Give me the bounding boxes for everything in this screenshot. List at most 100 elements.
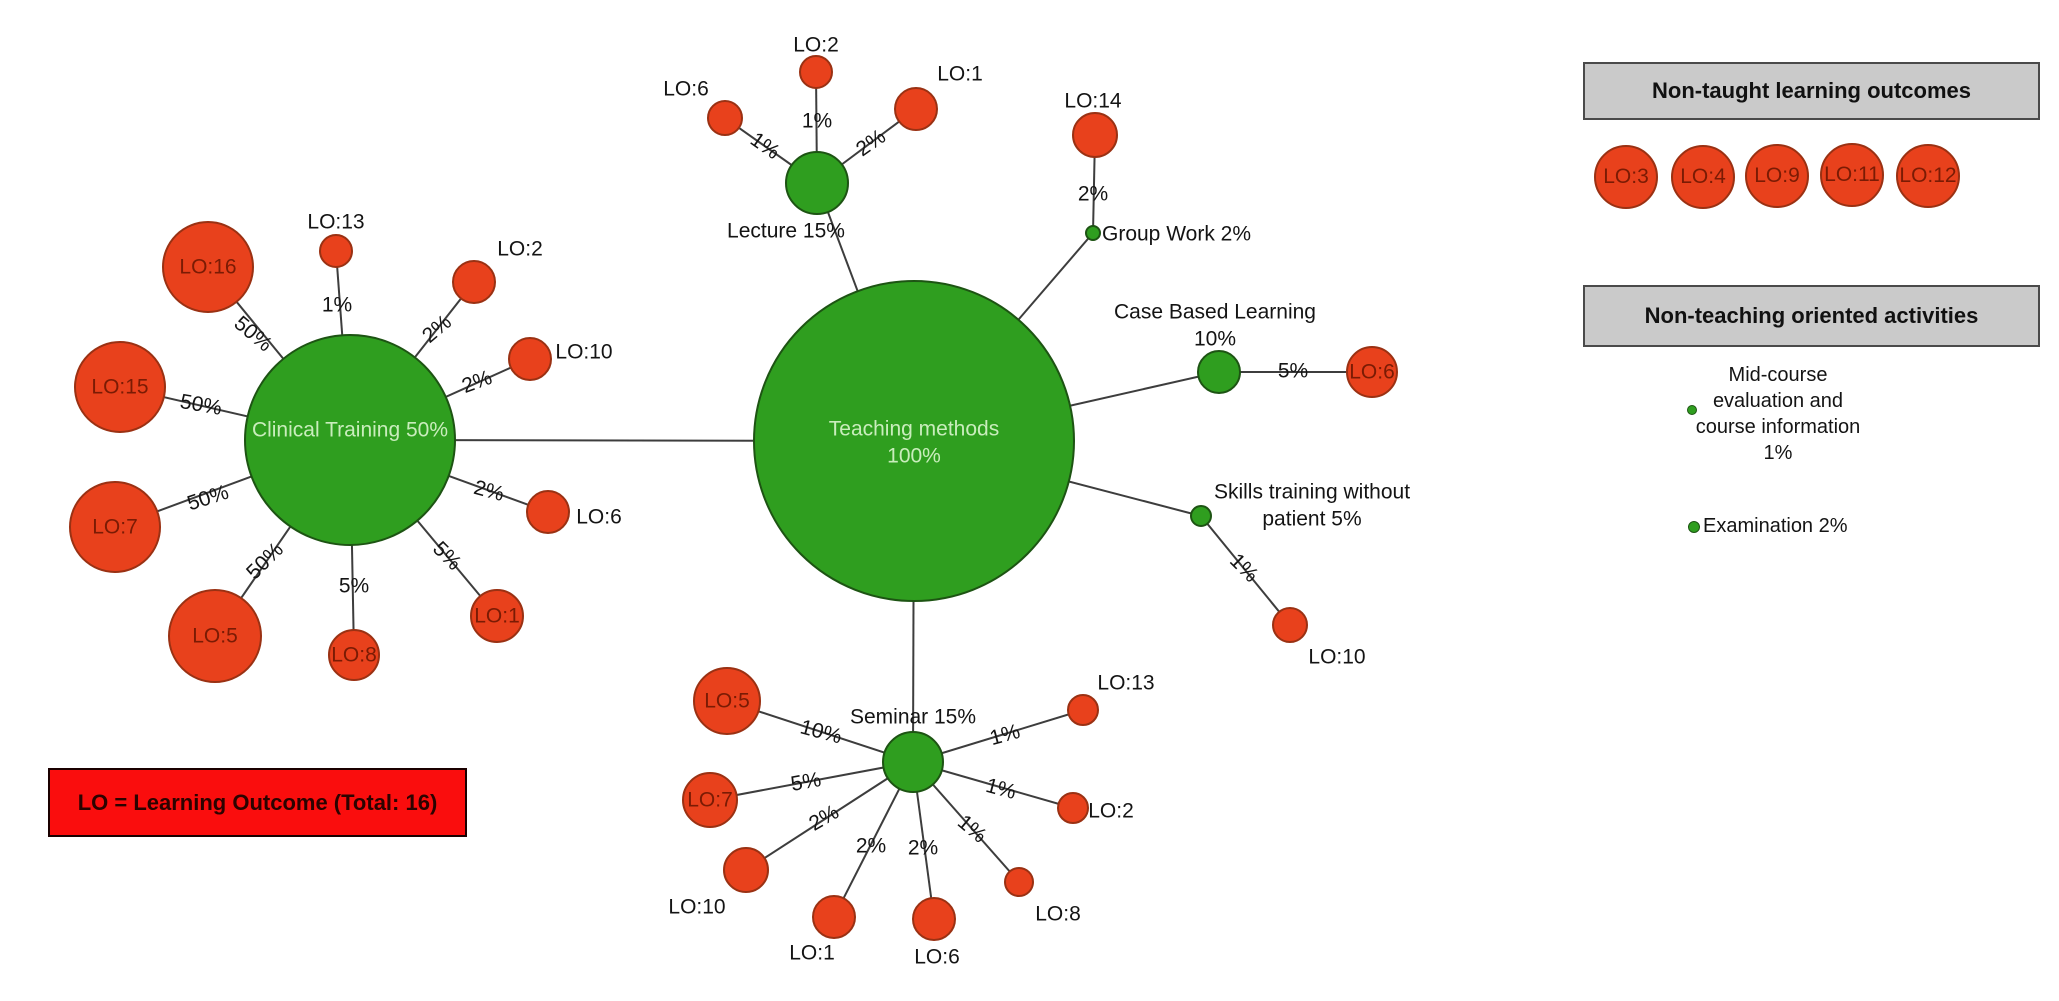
outcome-label-clinical-lo7: LO:7 xyxy=(92,516,138,539)
outcome-label-clinical-lo6: LO:6 xyxy=(576,506,622,529)
method-label-teaching-1: 100% xyxy=(887,445,941,468)
legend-non-taught-title: Non-taught learning outcomes xyxy=(1652,78,1971,103)
edge-percent-clinical-lo16: 50% xyxy=(230,312,277,357)
outcome-node-clinical-lo7 xyxy=(69,481,161,573)
outcome-node-seminar-lo2 xyxy=(1057,792,1089,824)
method-caption-skills-1: patient 5% xyxy=(1262,508,1361,531)
mid-course-line-3: course information xyxy=(1695,416,1861,438)
node-layer xyxy=(69,55,1398,941)
edge-percent-seminar-lo10: 2% xyxy=(805,800,843,835)
mid-course-label: Mid-course evaluation and course informa… xyxy=(1668,362,1888,466)
legend-non-taught-box: Non-taught learning outcomes xyxy=(1583,62,2040,120)
outcome-node-seminar-lo10 xyxy=(723,847,769,893)
edge-percent-clinical-lo6: 2% xyxy=(471,476,506,506)
outcome-node-clinical-lo13 xyxy=(319,234,353,268)
outcome-label-clinical-lo2: LO:2 xyxy=(497,238,543,261)
outcome-node-lecture-lo1 xyxy=(894,87,938,131)
outcome-label-lecture-lo6: LO:6 xyxy=(663,78,709,101)
method-node-skills xyxy=(1190,505,1212,527)
method-caption-lecture-0: Lecture 15% xyxy=(727,220,845,243)
method-node-lecture xyxy=(785,151,849,215)
outcome-label-clinical-lo5: LO:5 xyxy=(192,625,238,648)
legend-outcome-lo12: LO:12 xyxy=(1896,144,1960,208)
legend-non-teaching-title: Non-teaching oriented activities xyxy=(1644,303,1979,328)
edge-percent-clinical-lo13: 1% xyxy=(322,294,352,317)
outcome-node-lecture-lo2 xyxy=(799,55,833,89)
outcome-node-clinical-lo1 xyxy=(470,589,524,643)
outcome-label-seminar-lo1: LO:1 xyxy=(789,942,835,965)
method-label-teaching-0: Teaching methods xyxy=(829,418,999,441)
edge-percent-clinical-lo15: 50% xyxy=(178,390,223,420)
outcome-label-lecture-lo1: LO:1 xyxy=(937,63,983,86)
method-node-clinical xyxy=(244,334,456,546)
outcome-node-seminar-lo1 xyxy=(812,895,856,939)
outcome-label-seminar-lo6: LO:6 xyxy=(914,946,960,969)
outcome-label-seminar-lo2: LO:2 xyxy=(1088,800,1134,823)
outcome-label-seminar-lo8: LO:8 xyxy=(1035,903,1081,926)
outcome-label-clinical-lo15: LO:15 xyxy=(91,376,148,399)
edge-percent-seminar-lo13: 1% xyxy=(987,720,1022,750)
method-node-seminar xyxy=(882,731,944,793)
outcome-label-clinical-lo16: LO:16 xyxy=(179,256,236,279)
mid-course-line-1: Mid-course xyxy=(1728,364,1828,386)
lo-note-text: LO = Learning Outcome (Total: 16) xyxy=(77,789,438,815)
outcome-node-seminar-lo8 xyxy=(1004,867,1034,897)
edge-percent-clinical-lo8: 5% xyxy=(339,575,369,598)
edge-seminar-lo7 xyxy=(709,761,914,801)
outcome-label-clinical-lo8: LO:8 xyxy=(331,644,377,667)
edge-percent-clinical-lo10: 2% xyxy=(459,366,495,398)
method-caption-casebased-1: 10% xyxy=(1194,328,1236,351)
outcome-label-seminar-lo7: LO:7 xyxy=(687,789,733,812)
outcome-label-lecture-lo2: LO:2 xyxy=(793,34,839,57)
legend-outcome-lo11: LO:11 xyxy=(1820,143,1884,207)
mid-course-dot xyxy=(1687,405,1697,415)
method-caption-skills-0: Skills training without xyxy=(1214,481,1410,504)
method-caption-seminar-0: Seminar 15% xyxy=(850,706,976,729)
edge-percent-groupwork-lo14: 2% xyxy=(1078,183,1108,206)
edge-percent-clinical-lo2: 2% xyxy=(418,310,456,347)
mid-course-line-4: 1% xyxy=(1763,442,1793,464)
outcome-node-clinical-lo5 xyxy=(168,589,262,683)
edge-percent-casebased-lo6: 5% xyxy=(1278,360,1308,383)
legend-outcome-lo9: LO:9 xyxy=(1745,144,1809,208)
outcome-label-skills-lo10: LO:10 xyxy=(1308,646,1365,669)
edge-percent-clinical-lo1: 5% xyxy=(428,537,466,575)
outcome-node-skills-lo10 xyxy=(1272,607,1308,643)
outcome-node-seminar-lo6 xyxy=(912,897,956,941)
outcome-node-lecture-lo6 xyxy=(707,100,743,136)
edge-percent-seminar-lo7: 5% xyxy=(789,768,823,796)
method-node-casebased xyxy=(1197,350,1241,394)
edge-percent-lecture-lo2: 1% xyxy=(802,110,832,133)
mid-course-line-2: evaluation and xyxy=(1712,390,1844,412)
edge-percent-seminar-lo1: 2% xyxy=(856,835,886,858)
outcome-node-clinical-lo15 xyxy=(74,341,166,433)
outcome-node-clinical-lo10 xyxy=(508,337,552,381)
outcome-node-seminar-lo5 xyxy=(693,667,761,735)
legend-outcome-lo3: LO:3 xyxy=(1594,145,1658,209)
outcome-label-clinical-lo1: LO:1 xyxy=(474,605,520,628)
method-node-groupwork xyxy=(1085,225,1101,241)
outcome-node-clinical-lo6 xyxy=(526,490,570,534)
outcome-node-seminar-lo13 xyxy=(1067,694,1099,726)
legend-non-teaching-box: Non-teaching oriented activities xyxy=(1583,285,2040,347)
lo-abbreviation-note: LO = Learning Outcome (Total: 16) xyxy=(48,768,467,837)
edge-percent-clinical-lo5: 50% xyxy=(242,538,288,584)
outcome-node-clinical-lo8 xyxy=(328,629,380,681)
outcome-label-clinical-lo10: LO:10 xyxy=(555,341,612,364)
outcome-node-casebased-lo6 xyxy=(1346,346,1398,398)
method-node-teaching xyxy=(753,280,1075,602)
edge-seminar-lo10 xyxy=(745,761,914,871)
outcome-node-clinical-lo16 xyxy=(162,221,254,313)
method-label-clinical-0: Clinical Training 50% xyxy=(252,419,448,442)
edge-percent-seminar-lo5: 10% xyxy=(798,715,845,748)
edge-percent-seminar-lo8: 1% xyxy=(953,810,991,847)
legend-outcome-lo4: LO:4 xyxy=(1671,145,1735,209)
edge-percent-seminar-lo2: 1% xyxy=(983,774,1018,804)
examination-label: Examination 2% xyxy=(1703,515,1848,537)
outcome-label-groupwork-lo14: LO:14 xyxy=(1064,90,1122,113)
label-layer: Teaching methods 100% Clinical Training 50… xyxy=(91,34,1410,969)
method-caption-casebased-0: Case Based Learning xyxy=(1114,301,1316,324)
method-caption-groupwork-0: Group Work 2% xyxy=(1102,223,1251,246)
